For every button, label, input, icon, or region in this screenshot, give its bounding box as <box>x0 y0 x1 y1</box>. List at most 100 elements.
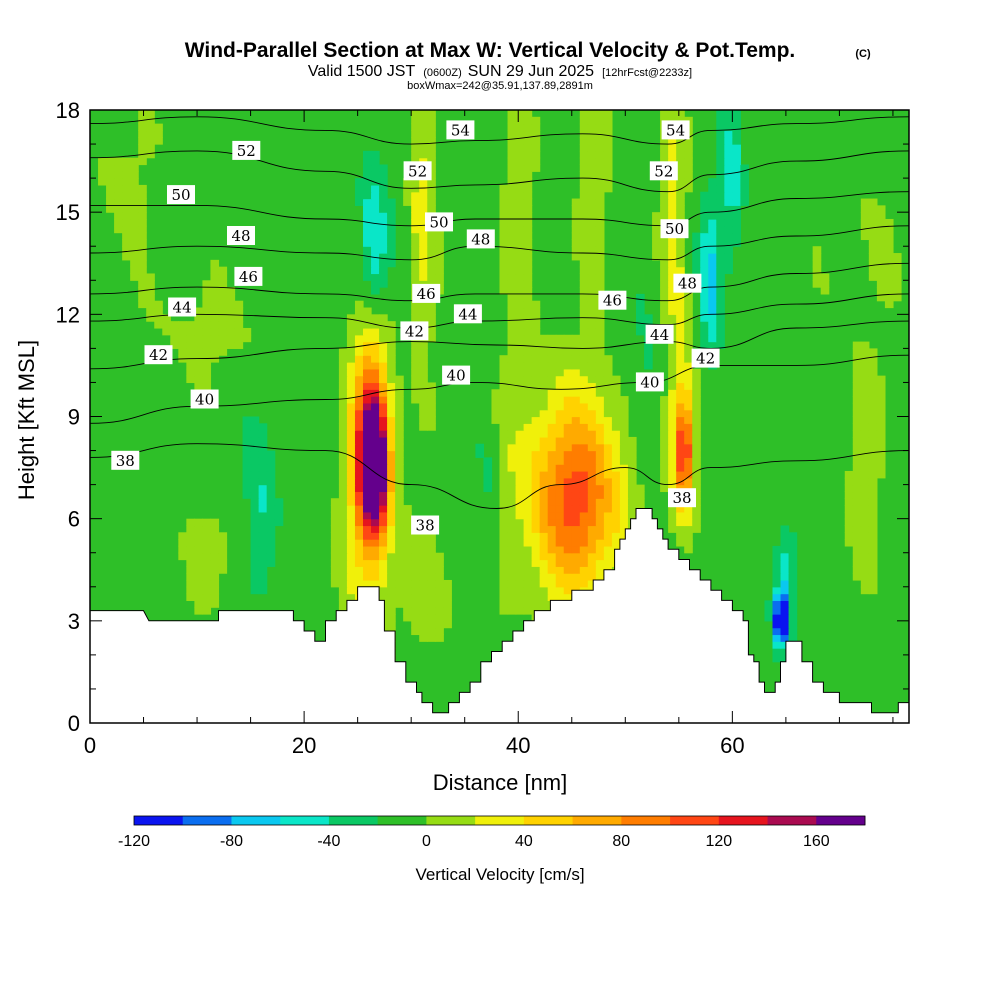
w-field-cell <box>346 450 356 458</box>
w-field-cell <box>708 334 717 343</box>
w-field-cell <box>387 491 396 499</box>
w-field-cell <box>539 511 549 520</box>
w-field-cell <box>660 253 669 261</box>
w-field-cell <box>892 266 902 275</box>
w-field-cell <box>387 246 396 254</box>
w-field-cell <box>732 232 741 241</box>
w-field-cell <box>106 184 115 193</box>
w-field-cell <box>202 518 212 527</box>
w-field-cell <box>419 355 428 363</box>
w-field-cell <box>603 171 613 179</box>
w-field-cell <box>708 287 717 295</box>
w-field-cell <box>868 450 878 458</box>
w-field-cell <box>411 552 420 561</box>
w-field-cell <box>427 266 436 275</box>
w-field-cell <box>587 396 597 404</box>
w-field-cell <box>258 566 268 574</box>
w-field-cell <box>523 355 533 363</box>
w-field-cell <box>595 443 605 452</box>
w-field-cell <box>676 389 685 397</box>
theta-label-box <box>167 185 195 205</box>
w-field-cell <box>371 259 380 268</box>
w-field-cell <box>106 178 115 186</box>
w-field-cell <box>411 246 420 254</box>
w-field-cell <box>499 212 509 220</box>
w-field-cell <box>515 402 525 411</box>
w-field-cell <box>555 484 565 493</box>
w-field-cell <box>387 409 396 418</box>
w-field-cell <box>876 375 886 384</box>
w-field-cell <box>595 396 605 404</box>
w-field-cell <box>338 382 348 390</box>
w-field-cell <box>371 212 380 220</box>
w-field-cell <box>114 164 123 172</box>
w-field-cell <box>692 518 701 527</box>
w-field-cell <box>587 518 597 527</box>
w-field-cell <box>563 362 573 370</box>
w-field-cell <box>499 477 509 486</box>
copyright-mark: (C) <box>855 48 871 60</box>
w-field-cell <box>427 620 436 629</box>
w-field-cell <box>684 539 693 547</box>
w-field-cell <box>676 362 685 370</box>
w-field-cell <box>788 634 798 642</box>
w-field-cell <box>507 314 517 322</box>
w-field-cell <box>218 532 228 540</box>
w-field-cell <box>363 348 372 356</box>
w-field-cell <box>563 389 573 397</box>
w-field-cell <box>692 416 701 424</box>
w-field-cell <box>194 375 204 384</box>
w-field-cell <box>603 498 613 506</box>
w-field-cell <box>419 246 428 254</box>
w-field-cell <box>379 396 388 404</box>
w-field-cell <box>507 532 517 540</box>
w-field-cell <box>700 225 709 234</box>
w-field-cell <box>186 375 195 384</box>
w-field-cell <box>676 443 685 452</box>
w-field-cell <box>515 178 525 186</box>
w-field-cell <box>210 518 220 527</box>
w-field-cell <box>780 559 790 567</box>
w-field-cell <box>876 280 886 288</box>
w-field-cell <box>411 368 420 377</box>
w-field-cell <box>860 416 870 424</box>
w-field-cell <box>202 552 212 561</box>
w-field-cell <box>892 253 902 261</box>
w-field-cell <box>523 600 533 608</box>
w-field-cell <box>266 491 276 499</box>
w-field-cell <box>684 375 693 384</box>
w-field-cell <box>684 144 693 152</box>
w-field-cell <box>660 423 669 431</box>
w-field-cell <box>411 266 420 275</box>
w-field-cell <box>515 511 525 520</box>
colorbar-swatch <box>475 816 525 825</box>
w-field-cell <box>732 178 741 186</box>
w-field-cell <box>363 559 372 567</box>
w-field-cell <box>523 539 533 547</box>
w-field-cell <box>780 627 790 636</box>
w-field-cell <box>579 382 589 390</box>
w-field-cell <box>258 545 268 554</box>
w-field-cell <box>419 205 428 213</box>
w-field-cell <box>515 491 525 499</box>
w-field-cell <box>411 573 420 581</box>
w-field-cell <box>611 450 621 458</box>
w-field-cell <box>563 382 573 390</box>
w-field-cell <box>700 218 709 227</box>
w-field-cell <box>411 314 420 322</box>
w-field-cell <box>210 314 220 322</box>
theta-label-48: 48 <box>466 229 495 249</box>
w-field-cell <box>571 498 581 506</box>
w-field-cell <box>732 123 741 132</box>
w-field-cell <box>491 396 501 404</box>
w-field-cell <box>555 464 565 472</box>
w-field-cell <box>563 396 573 404</box>
w-field-cell <box>619 525 629 533</box>
w-field-cell <box>210 266 220 275</box>
w-field-cell <box>218 552 228 561</box>
w-field-cell <box>860 212 870 220</box>
w-field-cell <box>868 491 878 499</box>
w-field-cell <box>507 436 517 445</box>
forecast-info: [12hrFcst@2233z] <box>602 67 692 79</box>
w-field-cell <box>547 389 557 397</box>
